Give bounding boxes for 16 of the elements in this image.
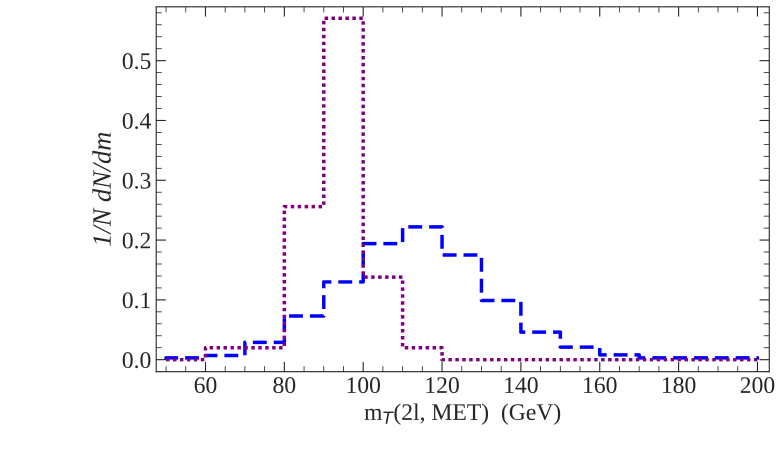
y-tick-label: 0.5: [122, 53, 150, 70]
y-tick-label: 0.2: [122, 232, 150, 249]
x-tick-label: 80: [273, 377, 296, 394]
y-tick-label: 0.1: [122, 292, 150, 308]
x-tick-label: 120: [426, 377, 459, 394]
y-tick-label: 0.4: [122, 112, 151, 129]
x-tick-label: 200: [740, 377, 774, 394]
x-tick-label: 60: [194, 377, 216, 394]
x-tick-label: 140: [505, 377, 538, 394]
x-tick-label: 180: [662, 377, 696, 394]
y-axis-title: 1/N dN/dm: [92, 132, 111, 246]
x-tick-label: 100: [348, 377, 380, 394]
y-tick-label: 0.0: [122, 352, 150, 368]
y-tick-label: 0.3: [122, 172, 150, 189]
x-tick-label: 160: [584, 377, 617, 394]
x-axis-title: m$_{T}$(2l, MET) (GeV): [364, 403, 560, 425]
